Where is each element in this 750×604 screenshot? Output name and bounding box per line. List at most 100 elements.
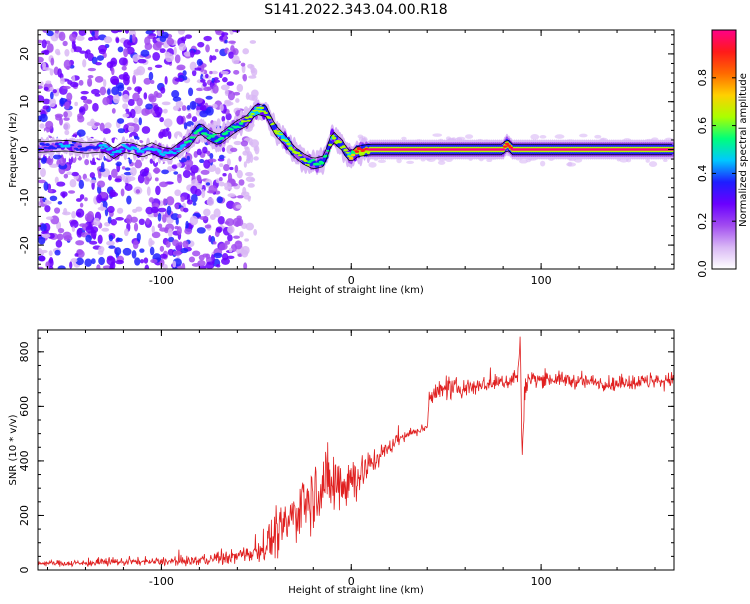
noise-blob <box>253 146 258 152</box>
noise-blob <box>226 158 231 167</box>
ridge-cell <box>119 148 124 151</box>
noise-blob <box>145 217 150 225</box>
noise-blob <box>159 116 165 123</box>
noise-blob <box>176 162 182 168</box>
ridge-cell <box>248 115 253 119</box>
noise-blob <box>76 212 82 217</box>
noise-blob <box>245 172 254 177</box>
noise-blob <box>96 180 106 188</box>
noise-blob <box>212 84 219 94</box>
noise-blob <box>182 240 189 249</box>
spectrogram-ridge <box>38 98 674 176</box>
noise-blob <box>117 84 125 92</box>
ridge-cell <box>134 147 139 151</box>
noise-blob <box>110 30 120 34</box>
ridge-cell <box>176 150 181 153</box>
noise-blob <box>221 115 226 122</box>
noise-blob <box>116 207 124 214</box>
noise-blob <box>253 229 258 236</box>
noise-blob <box>221 252 229 261</box>
noise-blob <box>238 179 245 186</box>
noise-blob <box>102 97 110 106</box>
noise-blob <box>199 104 207 112</box>
noise-blob <box>203 35 212 42</box>
noise-blob <box>126 195 132 205</box>
noise-blob <box>437 160 446 165</box>
noise-blob <box>170 213 180 221</box>
noise-blob <box>178 42 187 52</box>
noise-blob <box>48 265 54 269</box>
noise-blob <box>62 85 71 90</box>
colorbar-tick-label: 0.4 <box>696 165 709 183</box>
noise-blob <box>134 257 141 266</box>
noise-blob <box>253 156 259 161</box>
noise-blob <box>84 178 90 182</box>
noise-blob <box>78 179 85 189</box>
noise-blob <box>57 265 66 269</box>
noise-blob <box>39 123 45 129</box>
noise-blob <box>49 86 54 92</box>
noise-blob <box>124 183 133 191</box>
ridge-cell <box>69 143 75 147</box>
noise-blob <box>465 134 474 139</box>
noise-blob <box>202 253 209 258</box>
noise-blob <box>107 88 111 96</box>
noise-blob <box>114 178 122 183</box>
noise-blob <box>125 214 133 224</box>
noise-blob <box>96 194 103 204</box>
noise-blob <box>147 66 153 71</box>
noise-blob <box>159 253 168 259</box>
noise-blob <box>38 266 44 269</box>
noise-blob <box>117 118 125 124</box>
noise-blob <box>174 203 180 210</box>
noise-blob <box>579 133 588 138</box>
noise-blob <box>114 247 122 256</box>
noise-blob <box>153 167 160 175</box>
noise-blob <box>226 255 235 260</box>
colorbar-tick-label: 0.0 <box>696 260 709 278</box>
ridge-cell <box>206 136 212 140</box>
y-tick-label: 800 <box>18 341 31 362</box>
noise-blob <box>177 214 182 219</box>
noise-blob <box>91 88 100 95</box>
noise-blob <box>42 62 46 69</box>
noise-blob <box>200 169 210 175</box>
noise-blob <box>165 53 174 63</box>
noise-blob <box>183 122 188 130</box>
noise-blob <box>150 258 158 264</box>
noise-blob <box>203 159 211 169</box>
noise-blob <box>238 155 242 162</box>
noise-blob <box>154 64 163 68</box>
noise-blob <box>156 30 162 37</box>
noise-blob <box>120 188 125 197</box>
ridge-cell <box>345 151 350 154</box>
ridge-cell <box>500 148 506 151</box>
noise-blob <box>122 103 129 110</box>
ridge-cell <box>109 153 115 156</box>
noise-blob <box>226 81 234 86</box>
noise-blob <box>239 231 244 238</box>
noise-blob <box>172 250 182 256</box>
noise-blob <box>171 90 180 99</box>
ridge-cell <box>508 146 513 149</box>
noise-blob <box>75 240 85 246</box>
noise-blob <box>151 30 155 33</box>
colorbar-label: Normalized spectral amplitude <box>738 73 749 227</box>
noise-blob <box>98 173 102 179</box>
ridge-cell <box>328 143 333 147</box>
noise-blob <box>133 71 140 76</box>
noise-blob <box>212 241 217 245</box>
noise-blob <box>38 161 41 171</box>
noise-blob <box>115 259 125 265</box>
noise-blob <box>40 156 47 164</box>
noise-blob <box>124 228 129 237</box>
noise-blob <box>66 92 73 102</box>
noise-blob <box>177 174 182 184</box>
ridge-cell <box>58 143 63 146</box>
ridge-cell <box>242 120 248 123</box>
ridge-cell <box>229 128 234 131</box>
ridge-cell <box>223 131 229 135</box>
ridge-cell <box>210 135 215 138</box>
noise-blob <box>42 98 51 105</box>
noise-blob <box>245 222 255 231</box>
